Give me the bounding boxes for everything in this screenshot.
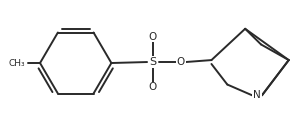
Text: O: O: [177, 57, 185, 67]
Text: CH₃: CH₃: [9, 59, 25, 68]
Text: N: N: [253, 90, 261, 100]
Text: S: S: [149, 57, 156, 67]
Text: O: O: [149, 32, 157, 42]
Text: O: O: [149, 82, 157, 92]
